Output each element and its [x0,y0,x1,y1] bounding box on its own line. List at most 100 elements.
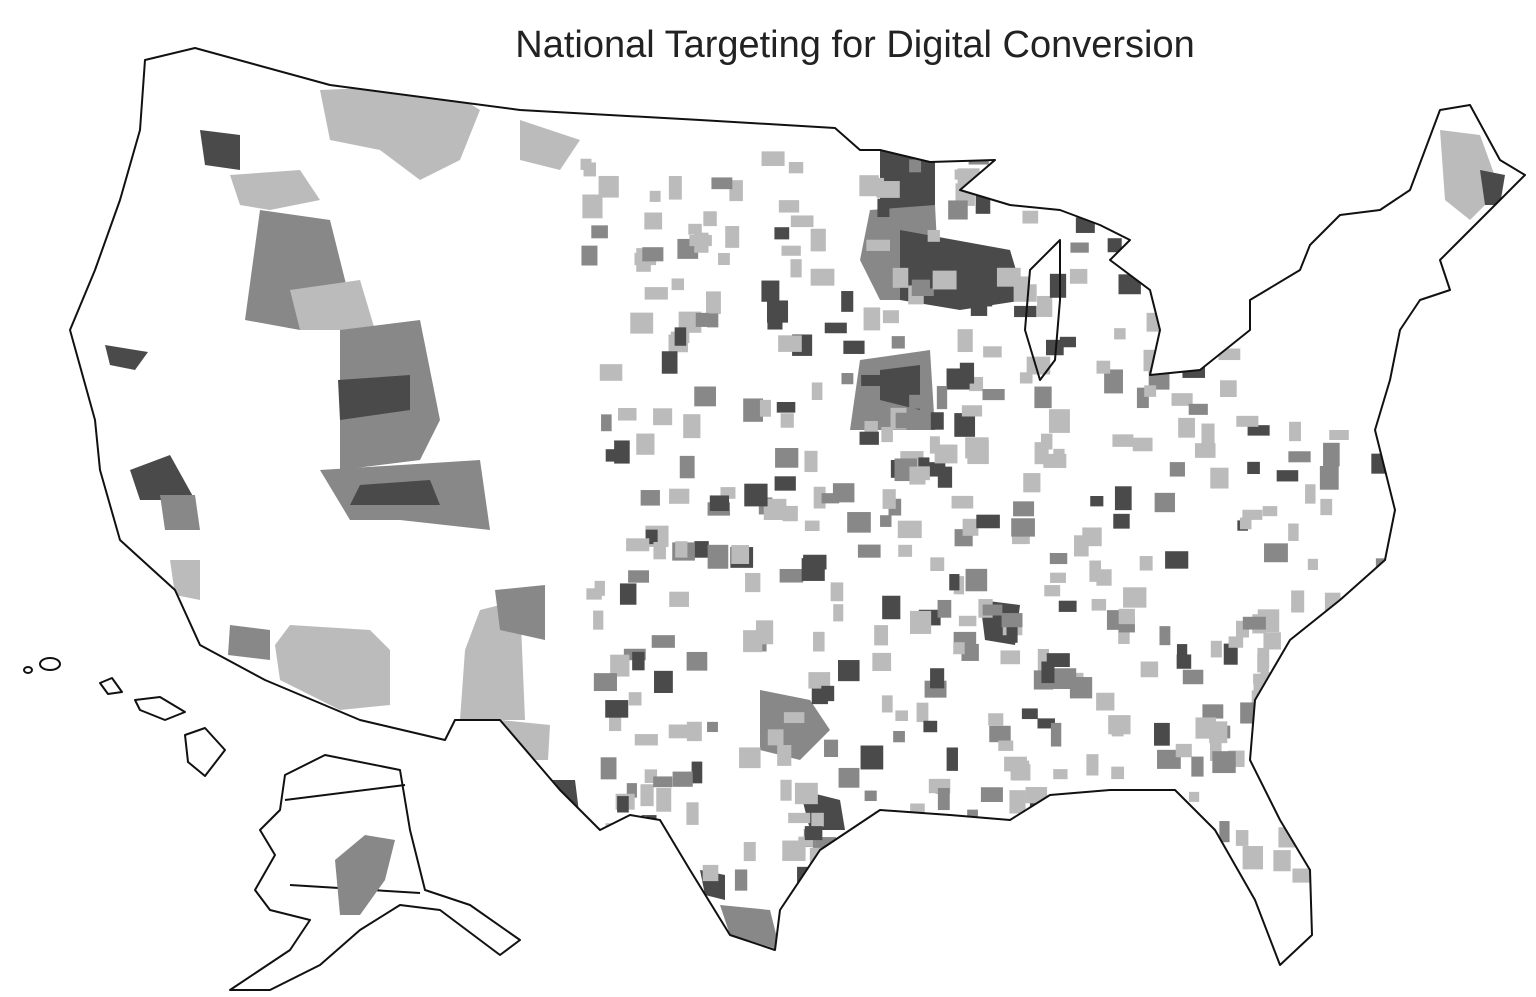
county-patch [1273,850,1291,872]
county-patch [877,198,890,218]
county-patch [1154,722,1170,746]
county-patch [636,433,655,455]
region [495,585,545,640]
county-patch [778,200,800,213]
county-patch [1201,228,1219,253]
county-patch [978,863,1001,885]
county-patch [1143,349,1156,372]
county-patch [739,747,761,769]
county-patch [711,177,733,190]
county-patch [705,291,721,314]
county-patch [967,809,978,830]
county-patch [1044,585,1061,597]
county-patch [861,374,885,387]
region [200,130,240,170]
county-patch [1090,496,1104,507]
county-patch [653,541,666,560]
county-patch [880,515,892,527]
county-patch [1013,284,1037,302]
county-patch [838,660,860,682]
county-patch [656,787,672,812]
county-patch [1228,636,1244,648]
county-patch [948,200,968,220]
county-patch [1218,348,1241,361]
county-patch [1136,387,1149,409]
county-patch [1242,258,1265,282]
county-patch [962,518,979,536]
county-patch [1319,465,1339,490]
county-patch [1350,842,1363,862]
county-patch [1000,650,1021,665]
county-patch [1367,713,1379,724]
county-patch [683,414,701,439]
county-patch [1080,180,1093,192]
lake-michigan [1024,239,1061,381]
county-patch [1287,769,1299,794]
county-patch [953,642,965,655]
county-patch [897,520,922,539]
county-patch [672,771,693,787]
county-patch [718,253,730,265]
county-patch [654,670,673,693]
county-patch [918,457,930,469]
county-patch [940,835,957,852]
county-patch [1123,587,1147,608]
county-patch [1044,179,1068,192]
county-patch [1212,751,1236,774]
county-patch [1220,380,1237,397]
county-patch [970,837,984,855]
county-patch [767,729,784,746]
county-patch [1210,640,1222,658]
county-patch [640,784,654,807]
county-patch [1037,295,1053,317]
county-patch [1166,355,1186,367]
county-patch [777,745,792,766]
county-patch [1202,704,1224,719]
county-patch [679,455,695,479]
county-patch [783,712,805,724]
county-patch [1165,551,1189,569]
county-patch [1022,210,1039,224]
county-patch [1067,160,1087,180]
county-patch [610,654,630,677]
county-patch [1322,698,1337,719]
county-patch [1201,423,1215,444]
county-patch [1099,843,1119,859]
county-patch [988,713,1004,726]
county-patch [804,450,818,473]
county-patch [1376,712,1401,736]
county-patch [1013,501,1035,517]
county-patch [996,267,1021,287]
county-patch [930,557,945,571]
county-patch [808,672,831,689]
county-patch [1118,608,1135,625]
region [105,345,148,370]
county-patch [876,181,900,198]
county-patch [1235,274,1248,289]
county-patch [1289,683,1308,705]
county-patch [1046,653,1070,667]
county-patch [1144,385,1157,397]
region [230,170,320,210]
county-patch [688,223,702,235]
county-patch [1028,854,1045,869]
county-patch [668,724,692,739]
county-patch [1257,647,1270,669]
county-patch [965,568,988,592]
county-patch [759,399,771,417]
alaska-outline [229,754,521,991]
county-patch [1364,728,1383,753]
county-patch [1353,862,1364,883]
county-patch [966,862,982,874]
county-patch [989,725,1011,743]
region [520,120,580,170]
county-patch [1022,168,1038,184]
county-patch [798,836,814,847]
county-patch [674,327,687,346]
county-patch [1236,415,1259,427]
county-patch [949,574,960,591]
county-patch [1053,448,1065,468]
county-patch [1298,722,1321,743]
county-patch [1104,811,1125,823]
county-patch [1021,708,1038,720]
